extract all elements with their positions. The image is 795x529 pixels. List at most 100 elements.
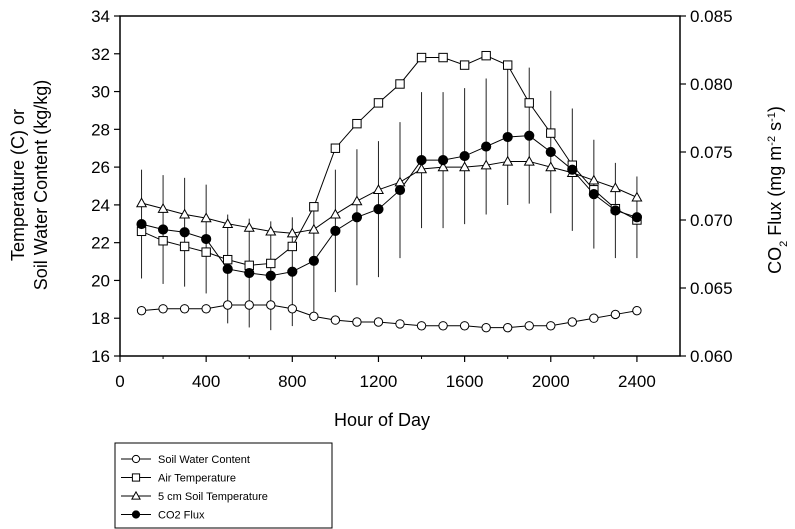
point-co2-flux (588, 189, 599, 200)
y-right-tick-label: 0.080 (690, 75, 733, 94)
point-soil-water-content (567, 317, 578, 327)
point-air-temperature (287, 241, 298, 252)
point-soil-water-content (632, 305, 642, 316)
point-soil-water-content (524, 321, 534, 331)
point-5-cm-soil-temperature (459, 161, 471, 172)
point-air-temperature (309, 202, 319, 212)
point-soil-water-content (158, 304, 168, 314)
legend-label-soil-water-content: Soil Water Content (158, 454, 250, 466)
point-soil-water-content (589, 313, 599, 323)
error-bars (141, 67, 638, 331)
series-markers (135, 50, 643, 333)
x-tick-label: 2400 (618, 372, 656, 391)
point-co2-flux (287, 266, 298, 277)
point-air-temperature (373, 98, 384, 108)
point-soil-water-content (395, 319, 405, 329)
point-soil-water-content (373, 317, 384, 327)
point-5-cm-soil-temperature (179, 208, 191, 219)
y-axis-left-title-line1: Temperature (C) or (8, 109, 28, 261)
point-5-cm-soil-temperature (286, 227, 298, 238)
y-right-tick-label: 0.060 (690, 347, 733, 366)
legend-label-5-cm-soil-temperature: 5 cm Soil Temperature (158, 491, 268, 503)
point-soil-water-content (416, 321, 427, 331)
point-air-temperature (546, 128, 556, 138)
point-air-temperature (266, 258, 276, 269)
point-co2-flux (459, 150, 470, 162)
y-left-tick-label: 26 (91, 158, 110, 177)
point-soil-water-content (309, 311, 319, 322)
point-co2-flux (437, 155, 449, 166)
y-left-tick-label: 24 (91, 196, 110, 215)
point-5-cm-soil-temperature (502, 155, 514, 166)
legend-marker-soil-water-content (131, 454, 141, 464)
point-air-temperature (481, 50, 491, 61)
point-air-temperature (201, 247, 211, 257)
legend-label-co2-flux: CO2 Flux (158, 510, 205, 522)
point-soil-water-content (222, 300, 233, 310)
point-soil-water-content (287, 304, 298, 314)
series-lines (141, 55, 638, 329)
point-co2-flux (610, 205, 621, 216)
point-co2-flux (222, 263, 233, 275)
point-soil-water-content (352, 317, 362, 327)
y-left-tick-label: 16 (91, 347, 110, 366)
y-left-tick-label: 30 (91, 83, 110, 102)
series-line-co2-flux (141, 135, 638, 277)
legend-label-air-temperature: Air Temperature (158, 473, 236, 485)
x-tick-label: 400 (192, 372, 220, 391)
series-line-soil-water-content (141, 304, 638, 329)
legend-marker-co2-flux (131, 510, 141, 519)
point-5-cm-soil-temperature (329, 208, 341, 219)
point-air-temperature (222, 254, 233, 265)
point-soil-water-content (201, 304, 211, 314)
point-5-cm-soil-temperature (631, 191, 643, 202)
point-air-temperature (330, 143, 341, 153)
point-5-cm-soil-temperature (243, 221, 255, 232)
point-5-cm-soil-temperature (545, 161, 557, 172)
point-5-cm-soil-temperature (437, 161, 449, 172)
point-co2-flux (308, 255, 319, 266)
point-air-temperature (158, 236, 168, 246)
y-left-tick-label: 28 (91, 120, 110, 139)
point-5-cm-soil-temperature (523, 155, 535, 166)
plot-area-frame (119, 15, 681, 357)
point-air-temperature (438, 52, 448, 63)
point-air-temperature (179, 241, 190, 252)
point-air-temperature (524, 98, 534, 108)
point-air-temperature (395, 79, 405, 89)
y-right-tick-label: 0.085 (690, 7, 733, 26)
point-soil-water-content (266, 300, 276, 310)
y-right-tick-label: 0.070 (690, 211, 733, 230)
point-5-cm-soil-temperature (415, 163, 428, 174)
point-5-cm-soil-temperature (372, 184, 385, 194)
point-co2-flux (545, 146, 556, 158)
point-co2-flux (631, 212, 643, 223)
point-soil-water-content (438, 321, 448, 331)
point-5-cm-soil-temperature (157, 202, 169, 213)
point-soil-water-content (502, 322, 513, 333)
x-tick-label: 0 (115, 372, 124, 391)
point-air-temperature (459, 60, 470, 70)
y-left-tick-label: 32 (91, 45, 110, 64)
y-right-tick-label: 0.075 (690, 143, 733, 162)
x-axis-title: Hour of Day (334, 410, 430, 430)
point-co2-flux (567, 164, 578, 175)
x-tick-label: 1200 (360, 372, 398, 391)
y-left-tick-label: 34 (91, 7, 110, 26)
point-soil-water-content (610, 309, 621, 320)
point-co2-flux (351, 212, 363, 223)
point-soil-water-content (244, 300, 254, 310)
point-soil-water-content (481, 322, 491, 333)
point-air-temperature (352, 118, 362, 129)
series-line-air-temperature (141, 55, 638, 266)
point-5-cm-soil-temperature (351, 195, 363, 206)
point-5-cm-soil-temperature (265, 225, 277, 236)
point-5-cm-soil-temperature (308, 223, 320, 234)
x-tick-label: 1600 (446, 372, 484, 391)
y-left-tick-label: 20 (91, 271, 110, 290)
point-5-cm-soil-temperature (588, 174, 600, 185)
y-axis-left-title-line2: Soil Water Content (kg/kg) (31, 80, 51, 290)
y-right-tick-label: 0.065 (690, 279, 733, 298)
point-co2-flux (394, 184, 406, 196)
